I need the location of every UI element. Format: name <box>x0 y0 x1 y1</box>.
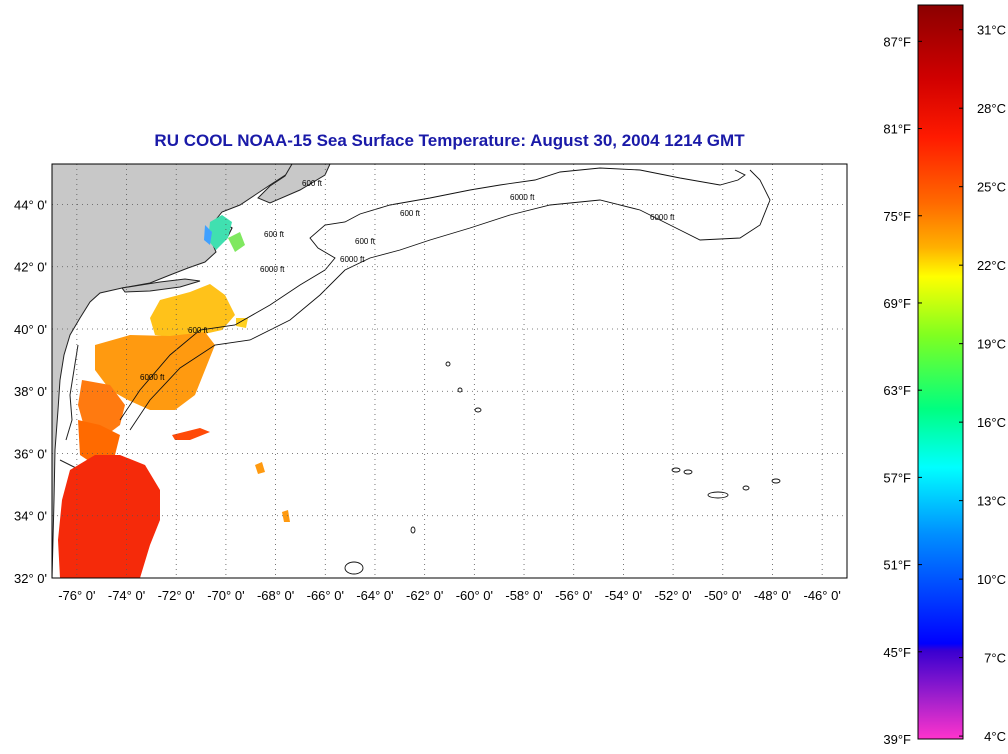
lat-tick-label: 40° 0' <box>14 322 47 337</box>
lon-tick-label: -62° 0' <box>406 588 443 603</box>
contour-label-600ft-4: 600 ft <box>355 237 376 246</box>
seamount-9 <box>445 361 451 367</box>
sst-patch-mid-atlantic <box>95 332 215 410</box>
colorbar-f-label: 75°F <box>883 209 911 224</box>
seamount-7 <box>474 407 482 413</box>
sst-patch-new-england-shelf <box>150 284 235 338</box>
colorbar-c-label: 25°C <box>977 180 1006 195</box>
colorbar-f-label: 57°F <box>883 470 911 485</box>
contour-600ft <box>119 167 746 421</box>
nova-scotia <box>257 164 331 204</box>
chesapeake-bay <box>65 344 79 441</box>
seamount-2 <box>683 469 693 475</box>
contour-label-600ft-1: 600 ft <box>188 326 209 335</box>
lon-tick-label: -54° 0' <box>605 588 642 603</box>
sst-patch-gulf-of-maine <box>228 232 245 252</box>
bermuda-contour <box>344 561 364 575</box>
sst-data <box>58 215 290 578</box>
lon-tick-label: -60° 0' <box>456 588 493 603</box>
lon-tick-label: -68° 0' <box>257 588 294 603</box>
sst-patch-georges <box>236 318 248 328</box>
seamount-6 <box>457 387 463 393</box>
contour-label-6000ft-1: 6000 ft <box>140 373 165 382</box>
contour-label-600ft-5: 600 ft <box>400 209 421 218</box>
sst-patch-south <box>58 455 160 578</box>
contour-label-6000ft-3: 6000 ft <box>340 255 365 264</box>
lon-tick-label: -74° 0' <box>108 588 145 603</box>
map-grid <box>52 164 847 578</box>
lon-tick-label: -70° 0' <box>207 588 244 603</box>
lat-tick-label: 32° 0' <box>14 571 47 586</box>
contour-label-6000ft-5: 6000 ft <box>650 213 675 222</box>
contour-6000ft <box>129 169 771 431</box>
colorbar-f-label: 63°F <box>883 383 911 398</box>
long-island <box>121 278 201 293</box>
contour-label-600ft-2: 600 ft <box>264 230 285 239</box>
sst-patch-coastal-cool <box>204 225 212 245</box>
map-frame <box>51 163 848 579</box>
bathymetry-contours <box>119 167 781 575</box>
sst-patch-hatteras <box>78 420 120 465</box>
lon-tick-label: -46° 0' <box>804 588 841 603</box>
colorbar-c-label: 28°C <box>977 101 1006 116</box>
lon-tick-label: -58° 0' <box>505 588 542 603</box>
lon-tick-label: -66° 0' <box>307 588 344 603</box>
colorbar-c-label: 16°C <box>977 415 1006 430</box>
lat-tick-label: 38° 0' <box>14 384 47 399</box>
colorbar-c-label: 19°C <box>977 337 1006 352</box>
sst-patch-maine <box>208 215 232 250</box>
seamount-5 <box>771 478 781 484</box>
lon-tick-label: -72° 0' <box>158 588 195 603</box>
contour-label-6000ft-4: 6000 ft <box>510 193 535 202</box>
colorbar-c-label: 31°C <box>977 23 1006 38</box>
lon-tick-label: -76° 0' <box>58 588 95 603</box>
seamount-1 <box>671 467 681 473</box>
colorbar-fahrenheit-labels: 87°F 81°F 75°F 69°F 63°F 57°F 51°F 45°F 39°F <box>883 34 922 747</box>
colorbar-f-label: 69°F <box>883 296 911 311</box>
lon-tick-label: -48° 0' <box>754 588 791 603</box>
lat-tick-label: 34° 0' <box>14 509 47 524</box>
colorbar-f-label: 39°F <box>883 732 911 747</box>
longitude-axis: -76° 0' -74° 0' -72° 0' -70° 0' -68° 0' -66° … <box>58 588 841 603</box>
lat-tick-label: 44° 0' <box>14 197 47 212</box>
lon-tick-label: -56° 0' <box>555 588 592 603</box>
colorbar-c-label: 4°C <box>984 729 1006 744</box>
colorbar-celsius-labels: 31°C 28°C 25°C 22°C 19°C 16°C 13°C 10°C 7°C 4°C <box>959 23 1006 744</box>
colorbar-c-label: 10°C <box>977 572 1006 587</box>
temperature-colorbar <box>917 4 964 740</box>
lon-tick-label: -50° 0' <box>704 588 741 603</box>
land-mass <box>52 164 301 578</box>
latitude-axis: 32° 0' 34° 0' 36° 0' 38° 0' 40° 0' 42° 0' 44° … <box>14 197 47 586</box>
sst-patch-offshore <box>255 462 290 522</box>
colorbar-c-label: 13°C <box>977 494 1006 509</box>
lat-tick-label: 36° 0' <box>14 446 47 461</box>
seamount-3 <box>707 491 729 499</box>
colorbar-c-label: 7°C <box>984 651 1006 666</box>
sst-patch-gulf-stream <box>172 428 210 440</box>
lon-tick-label: -64° 0' <box>356 588 393 603</box>
contour-label-6000ft-2: 6000 ft <box>260 265 285 274</box>
colorbar-f-label: 81°F <box>883 122 911 137</box>
contour-label-600ft-3: 600 ft <box>302 179 323 188</box>
seamount-8 <box>410 526 416 534</box>
colorbar-f-label: 51°F <box>883 558 911 573</box>
chart-title: RU COOL NOAA-15 Sea Surface Temperature:… <box>154 131 745 150</box>
colorbar-f-label: 87°F <box>883 34 911 49</box>
colorbar-f-label: 45°F <box>883 645 911 660</box>
lon-tick-label: -52° 0' <box>654 588 691 603</box>
colorbar-c-label: 22°C <box>977 258 1006 273</box>
seamount-4 <box>742 485 750 491</box>
lat-tick-label: 42° 0' <box>14 260 47 275</box>
